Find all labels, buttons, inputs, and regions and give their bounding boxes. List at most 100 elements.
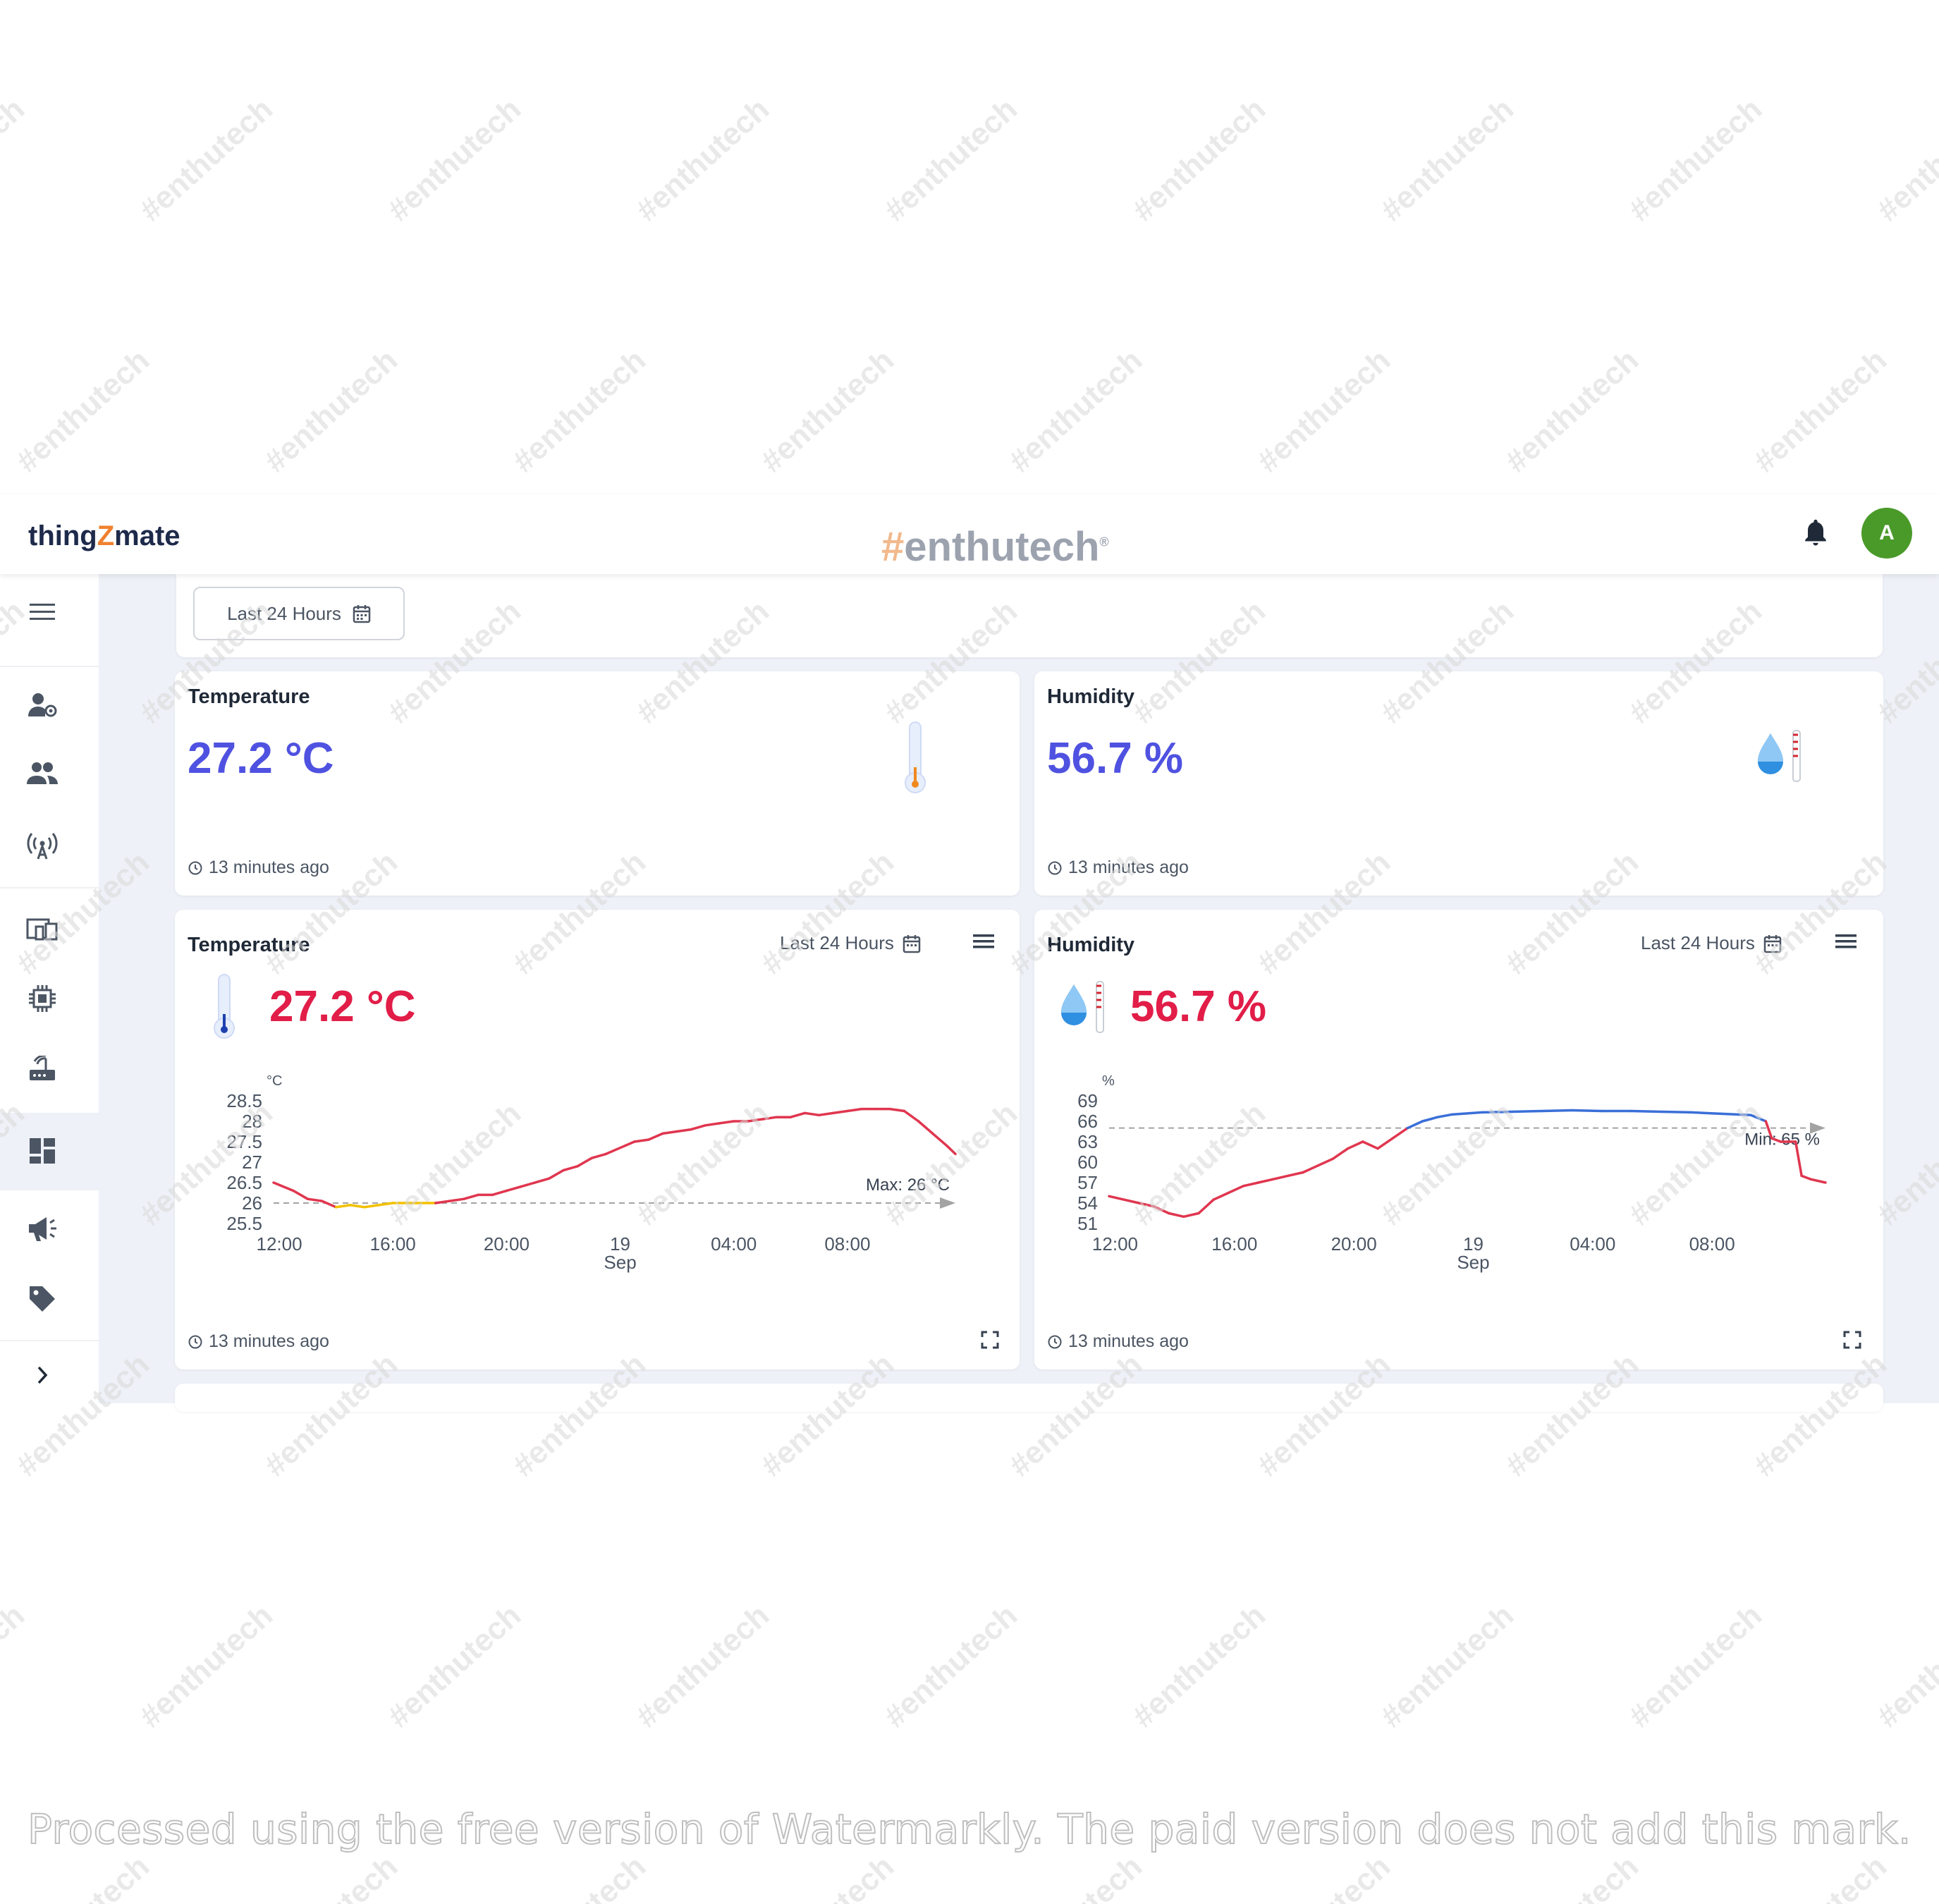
temperature-reading: 27.2 °C (188, 734, 334, 783)
series-line-segment (1167, 1212, 1185, 1219)
last-updated: 13 minutes ago (1047, 1331, 1189, 1352)
antenna-icon[interactable] (23, 825, 62, 865)
last-updated: 13 minutes ago (188, 858, 329, 878)
humidity-chart-reading: 56.7 % (1130, 982, 1267, 1031)
series-line-segment (320, 1200, 338, 1209)
y-tick-label: 26 (242, 1192, 262, 1214)
brand-hash: # (881, 524, 905, 570)
series-line-segment (377, 1202, 394, 1207)
series-line-segment (903, 1109, 920, 1123)
series-line-segment (1108, 1195, 1125, 1201)
series-line-segment (1346, 1140, 1364, 1150)
chart-range-link[interactable]: Last 24 Hours (1641, 932, 1782, 954)
series-line-segment (1212, 1191, 1230, 1201)
series-line-segment (1302, 1164, 1320, 1174)
x-tick-label: 19 (1463, 1233, 1484, 1255)
y-tick-label: 26.5 (226, 1172, 262, 1193)
series-line-segment (1749, 1113, 1768, 1123)
watermark-tile: #enthutech (1622, 92, 1768, 228)
notifications-bell-icon[interactable] (1800, 516, 1831, 551)
series-line-segment (761, 1116, 778, 1121)
thermometer-icon (901, 721, 929, 799)
series-line-segment (803, 1111, 821, 1117)
series-line-segment (463, 1193, 479, 1200)
series-line-segment (1227, 1185, 1245, 1195)
series-line-segment (647, 1132, 664, 1141)
threshold-label: Min: 65 % (1744, 1130, 1820, 1149)
x-tick-label: 12:00 (1092, 1233, 1138, 1255)
date-range-button[interactable]: Last 24 Hours (193, 587, 405, 640)
brand-name: enthutech (904, 524, 1100, 570)
series-line-segment (888, 1107, 906, 1113)
chip-icon[interactable] (23, 979, 62, 1018)
series-line-segment (1764, 1120, 1773, 1140)
chart-range-link[interactable]: Last 24 Hours (780, 932, 921, 954)
watermark-tile: #enthutech (381, 1598, 527, 1734)
series-line-segment (690, 1124, 707, 1131)
devices-icon[interactable] (23, 910, 62, 949)
humidity-reading: 56.7 % (1047, 734, 1184, 783)
calendar-icon (1763, 934, 1782, 953)
water-drop-icon (1747, 728, 1810, 795)
calendar-icon (903, 934, 921, 953)
series-line-segment (817, 1111, 835, 1117)
last-updated: 13 minutes ago (188, 1331, 329, 1352)
x-tick-label: 16:00 (1211, 1233, 1257, 1255)
series-line-segment (661, 1130, 678, 1135)
y-tick-label: 69 (1077, 1090, 1098, 1111)
series-line-segment (590, 1152, 608, 1159)
series-line-segment (946, 1145, 957, 1156)
fullscreen-icon[interactable] (1842, 1330, 1864, 1351)
app-window: thingZmate #enthutech® A (0, 495, 1939, 1412)
y-tick-label: 51 (1077, 1213, 1098, 1234)
top-bar: thingZmate #enthutech® A (0, 495, 1939, 574)
y-tick-label: 28 (242, 1111, 262, 1132)
series-line-segment (576, 1157, 594, 1168)
user-avatar[interactable]: A (1861, 508, 1912, 559)
watermark-tile: #enthutech (258, 1849, 404, 1904)
series-line-segment (1316, 1157, 1335, 1167)
users-icon[interactable] (23, 753, 62, 793)
y-tick-label: 57 (1077, 1172, 1098, 1193)
user-settings-icon[interactable] (23, 685, 62, 725)
series-line-segment (349, 1204, 366, 1209)
y-tick-label: 27 (242, 1152, 262, 1173)
series-line-segment (1287, 1171, 1304, 1178)
y-tick-label: 60 (1077, 1152, 1098, 1173)
series-line-segment (1794, 1140, 1803, 1178)
chart-range-label: Last 24 Hours (1641, 932, 1755, 953)
fullscreen-icon[interactable] (980, 1330, 1001, 1351)
app-logo[interactable]: thingZmate (28, 520, 181, 552)
watermark-tile: #enthutech (878, 1598, 1024, 1734)
temperature-chart: °C 28.5 28 27.5 27 26.5 26 25.5 12:00 16:00 20:00 1… (175, 1054, 1020, 1298)
series-line-segment (272, 1181, 295, 1192)
logo-text-z: Z (97, 520, 115, 551)
chart-range-label: Last 24 Hours (780, 932, 894, 953)
watermark-tile: #enthutech (754, 1849, 900, 1904)
watermark-tile: #enthutech (0, 92, 31, 228)
x-tick-label: 04:00 (711, 1233, 757, 1255)
dashboard-icon[interactable] (23, 1131, 62, 1171)
router-icon[interactable] (23, 1049, 62, 1089)
watermark-tile: #enthutech (258, 343, 404, 479)
clock-icon (188, 1335, 202, 1348)
menu-toggle-icon[interactable] (23, 592, 62, 632)
chart-menu-icon[interactable] (972, 931, 1000, 956)
watermark-tile: #enthutech (133, 1598, 279, 1734)
logo-text-suffix: mate (114, 520, 181, 551)
series-line-segment (789, 1111, 807, 1118)
card-title: Humidity (1047, 685, 1135, 708)
chart-menu-icon[interactable] (1834, 931, 1862, 956)
watermark-tile: #enthutech (1622, 1598, 1768, 1734)
megaphone-icon[interactable] (23, 1209, 62, 1248)
logo-text-prefix: thing (28, 520, 97, 551)
watermark-tile: #enthutech (1871, 92, 1939, 228)
series-line-segment (1197, 1198, 1215, 1215)
series-line-segment (1800, 1174, 1812, 1180)
chevron-right-icon[interactable] (23, 1355, 62, 1395)
watermark-tile: #enthutech (1374, 1598, 1520, 1734)
watermark-tile: #enthutech (1747, 343, 1893, 479)
x-tick-label: 12:00 (257, 1233, 302, 1255)
tag-icon[interactable] (23, 1279, 62, 1319)
series-line-segment (931, 1132, 948, 1147)
